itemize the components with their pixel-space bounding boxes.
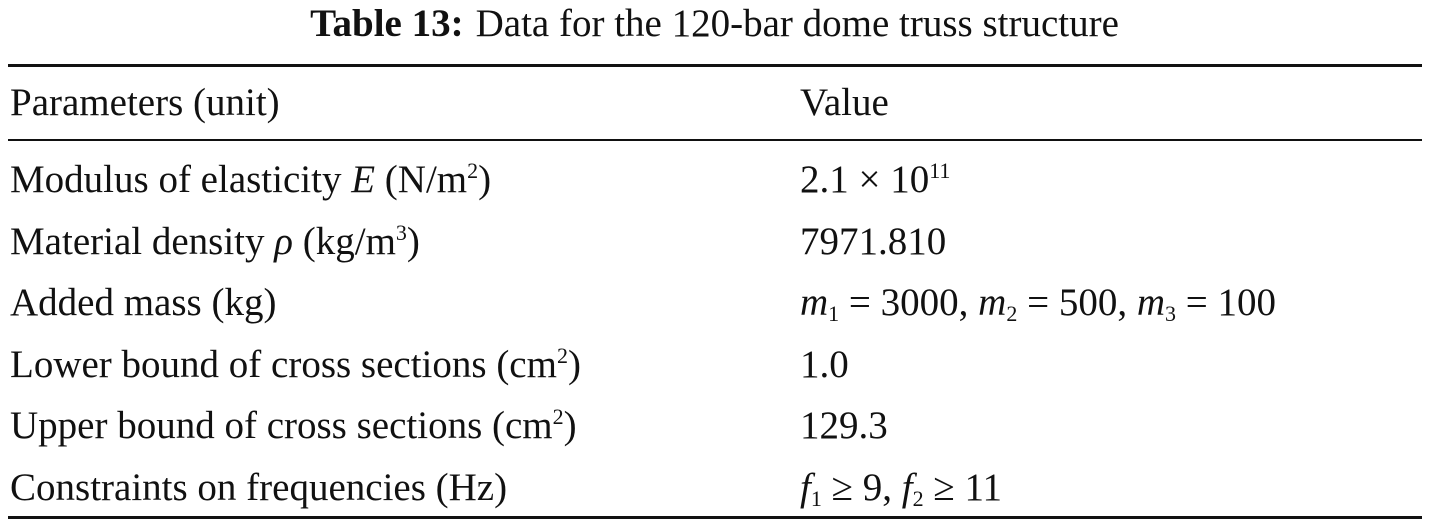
caption-text: Data for the 120-bar dome truss structur… — [475, 2, 1119, 45]
text: = 500, — [1017, 281, 1137, 324]
text: Modulus of elasticity — [10, 158, 352, 201]
subscript: 3 — [1165, 301, 1177, 326]
text: (N/m — [375, 158, 468, 201]
value-cell: 7971.810 — [800, 220, 947, 263]
text: ) — [567, 343, 581, 386]
text: ) — [406, 220, 420, 263]
text: = 3000, — [839, 281, 979, 324]
param-cell: Modulus of elasticity E (N/m2) — [10, 150, 491, 210]
symbol: m — [978, 281, 1007, 324]
header-cell: Parameters (unit) — [10, 81, 280, 124]
subscript: 1 — [810, 486, 822, 511]
param-cell: Lower bound of cross sections (cm2) — [10, 335, 581, 395]
superscript: 2 — [467, 158, 479, 183]
value-cell: 1.0 — [800, 343, 849, 386]
mid-rule — [8, 139, 1422, 141]
caption-label: Table 13: — [310, 2, 464, 45]
caption: Table 13: Data for the 120-bar dome truss… — [0, 0, 1429, 48]
value-cell: m1 = 3000, m2 = 500, m3 = 100 — [800, 273, 1276, 333]
subscript: 2 — [1006, 301, 1018, 326]
text: ≥ 11 — [923, 466, 1003, 509]
text: Material density — [10, 220, 275, 263]
param-cell: Constraints on frequencies (Hz) — [10, 466, 508, 509]
text: Lower bound of cross sections (cm — [10, 343, 557, 386]
text: ≥ 9, — [821, 466, 902, 509]
symbol: ρ — [274, 220, 293, 263]
text: = 100 — [1176, 281, 1277, 324]
text: 2.1 × 10 — [800, 158, 930, 201]
superscript: 3 — [395, 220, 407, 245]
symbol: f — [800, 466, 811, 509]
value-cell: 129.3 — [800, 404, 888, 447]
value-cell: 2.1 × 1011 — [800, 150, 950, 210]
bottom-rule — [8, 516, 1422, 519]
symbol: f — [901, 466, 913, 509]
header-cell: Value — [800, 81, 889, 124]
param-cell: Material density ρ (kg/m3) — [10, 212, 420, 272]
symbol: m — [1136, 281, 1166, 324]
superscript: 2 — [552, 404, 564, 429]
top-rule — [8, 64, 1422, 67]
value-cell: f1 ≥ 9, f2 ≥ 11 — [800, 458, 1002, 518]
text: (kg/m — [293, 220, 396, 263]
symbol: E — [351, 158, 376, 201]
text: ) — [563, 404, 577, 447]
param-cell: Added mass (kg) — [10, 281, 277, 324]
text: ) — [478, 158, 492, 201]
subscript: 1 — [828, 301, 840, 326]
superscript: 11 — [929, 158, 951, 183]
symbol: m — [800, 281, 829, 324]
subscript: 2 — [912, 486, 924, 511]
param-cell: Upper bound of cross sections (cm2) — [10, 396, 577, 456]
text: Upper bound of cross sections (cm — [10, 404, 553, 447]
superscript: 2 — [556, 343, 568, 368]
